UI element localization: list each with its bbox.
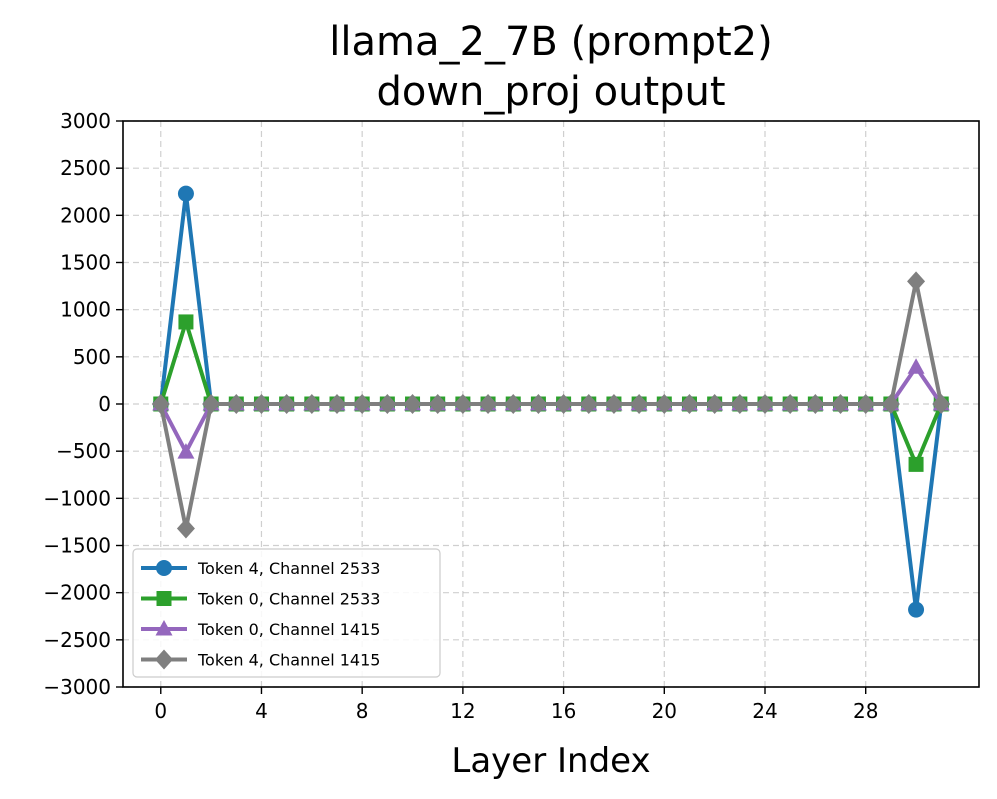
data-point	[907, 358, 925, 374]
legend-item: Token 0, Channel 2533	[141, 590, 380, 609]
series-4	[151, 271, 951, 539]
y-tick-label: −2000	[43, 581, 111, 605]
series-line	[158, 365, 943, 455]
series-3	[152, 358, 950, 459]
data-point	[908, 456, 924, 472]
chart-title-line-1: llama_2_7B (prompt2)	[329, 19, 772, 65]
data-point	[378, 394, 397, 414]
y-tick-label: 1000	[60, 298, 111, 322]
data-point	[730, 394, 749, 414]
series-2	[153, 314, 949, 472]
data-point	[177, 185, 194, 202]
y-tick-label: 500	[73, 345, 111, 369]
data-point	[756, 394, 774, 414]
data-point	[227, 394, 246, 414]
y-tick-label: −2500	[43, 628, 111, 652]
data-point	[907, 271, 926, 292]
legend-label: Token 0, Channel 1415	[197, 620, 380, 639]
y-tick-label: −3000	[43, 675, 111, 699]
data-point	[781, 394, 800, 414]
data-point	[202, 394, 221, 414]
data-point	[579, 394, 598, 414]
data-point	[176, 518, 195, 539]
data-point	[831, 394, 850, 414]
series-line	[158, 319, 944, 467]
legend-marker	[156, 591, 172, 606]
y-tick-label: −1000	[43, 486, 111, 510]
data-point	[428, 394, 447, 414]
data-point	[151, 394, 170, 414]
legend-box	[132, 548, 441, 678]
y-tick-label: −500	[56, 439, 111, 463]
legend-label: Token 4, Channel 1415	[197, 651, 380, 670]
data-point	[403, 394, 422, 414]
x-tick-label: 24	[752, 699, 777, 723]
y-tick-label: 3000	[60, 109, 111, 133]
legend-item: Token 4, Channel 2533	[141, 559, 380, 578]
x-tick-label: 8	[356, 699, 369, 723]
legend-marker	[155, 649, 173, 670]
legend-label: Token 0, Channel 2533	[197, 590, 380, 609]
data-point	[453, 394, 472, 414]
data-point	[680, 394, 699, 414]
x-tick-label: 12	[450, 699, 475, 723]
data-point	[178, 314, 194, 330]
data-point	[252, 394, 271, 414]
legend-label: Token 4, Channel 2533	[197, 559, 380, 578]
data-point	[705, 394, 724, 414]
x-axis: 0 4 8 12 16 20 24 28	[154, 687, 878, 723]
series-line	[158, 279, 944, 531]
data-point	[630, 394, 649, 414]
data-point	[328, 394, 346, 414]
data-point	[856, 394, 875, 414]
data-point	[881, 394, 900, 414]
y-tick-label: −1500	[43, 534, 111, 558]
x-tick-label: 20	[652, 699, 677, 723]
legend-item: Token 0, Channel 1415	[141, 620, 380, 639]
legend-marker	[155, 620, 173, 636]
chart-title-line-2: down_proj output	[376, 69, 725, 115]
legend-item: Token 4, Channel 1415	[141, 649, 380, 670]
data-point	[806, 394, 825, 414]
series-line	[158, 191, 944, 612]
x-tick-label: 16	[551, 699, 576, 723]
data-point	[932, 394, 951, 414]
data-point	[529, 394, 548, 414]
legend-marker	[156, 560, 172, 576]
x-tick-label: 4	[255, 699, 268, 723]
data-point	[554, 394, 573, 414]
y-tick-label: 1500	[60, 251, 111, 275]
data-point	[302, 394, 321, 414]
y-axis: 3000 2500 2000 1500 1000 500 0 −500 −1000 −1500 −2…	[43, 109, 123, 699]
y-tick-label: 0	[98, 392, 111, 416]
x-axis-label: Layer Index	[451, 741, 650, 781]
data-point	[655, 394, 674, 414]
y-tick-label: 2500	[60, 156, 111, 180]
data-point	[908, 601, 925, 618]
legend: Token 4, Channel 2533 Token 0, Channel 25…	[132, 548, 441, 678]
x-tick-label: 0	[154, 699, 167, 723]
data-point	[277, 394, 296, 414]
series-group	[151, 185, 951, 618]
data-point	[353, 394, 372, 414]
y-tick-label: 2000	[60, 203, 111, 227]
data-point	[604, 394, 623, 414]
data-point	[504, 394, 523, 414]
data-point	[479, 394, 498, 414]
x-tick-label: 28	[853, 699, 878, 723]
plot-frame	[122, 120, 980, 688]
data-point	[177, 443, 195, 459]
